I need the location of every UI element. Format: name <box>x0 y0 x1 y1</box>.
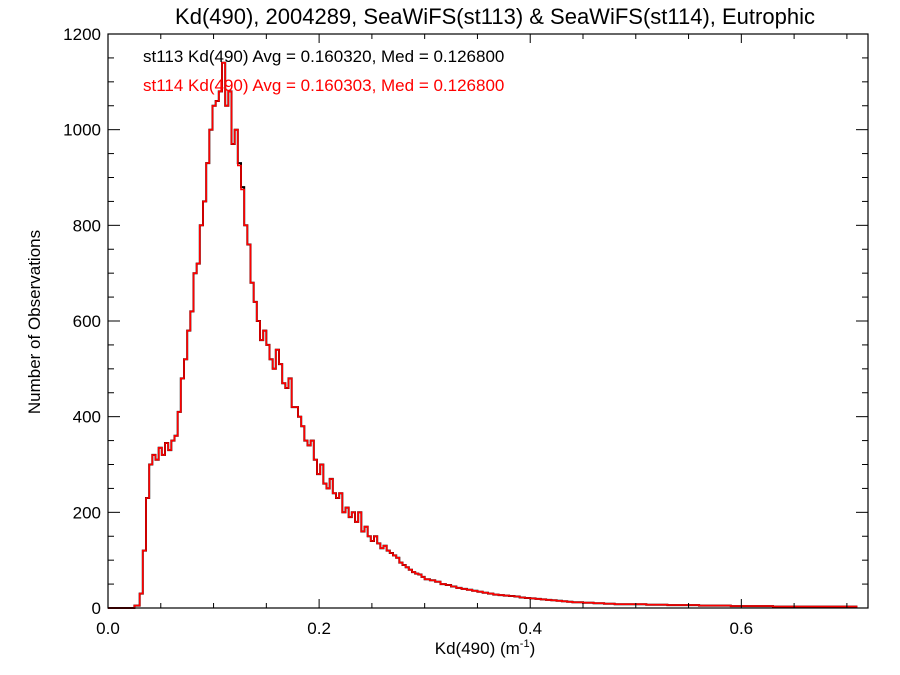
x-axis-label-superscript: -1 <box>520 638 530 650</box>
x-tick-label: 0.2 <box>307 619 331 638</box>
x-tick-label: 0.0 <box>96 619 120 638</box>
y-tick-label: 800 <box>73 216 101 235</box>
annotation-st114: st114 Kd(490) Avg = 0.160303, Med = 0.12… <box>143 76 504 95</box>
annotation-st113: st113 Kd(490) Avg = 0.160320, Med = 0.12… <box>143 47 504 66</box>
y-tick-label: 600 <box>73 312 101 331</box>
y-tick-label: 1200 <box>63 25 101 44</box>
series-line-0 <box>108 61 858 609</box>
y-tick-label: 400 <box>73 408 101 427</box>
series-layer <box>108 61 858 609</box>
series-line-1 <box>108 61 858 609</box>
x-tick-label: 0.6 <box>730 619 754 638</box>
x-axis-label-close: ) <box>530 639 536 658</box>
y-tick-label: 1000 <box>63 121 101 140</box>
x-axis-label: Kd(490) (m-1) <box>435 638 535 658</box>
y-tick-label: 0 <box>92 599 101 618</box>
ticks-layer: 0.0 0.2 0.4 0.6 0 200 400 600 800 1000 1200 <box>63 25 868 638</box>
y-tick-label: 200 <box>73 503 101 522</box>
x-axis-label-main: Kd(490) (m <box>435 639 520 658</box>
plot-frame <box>107 33 869 609</box>
chart-title: Kd(490), 2004289, SeaWiFS(st113) & SeaWi… <box>175 4 815 29</box>
x-tick-label: 0.4 <box>518 619 542 638</box>
y-axis-label: Number of Observations <box>25 230 44 414</box>
